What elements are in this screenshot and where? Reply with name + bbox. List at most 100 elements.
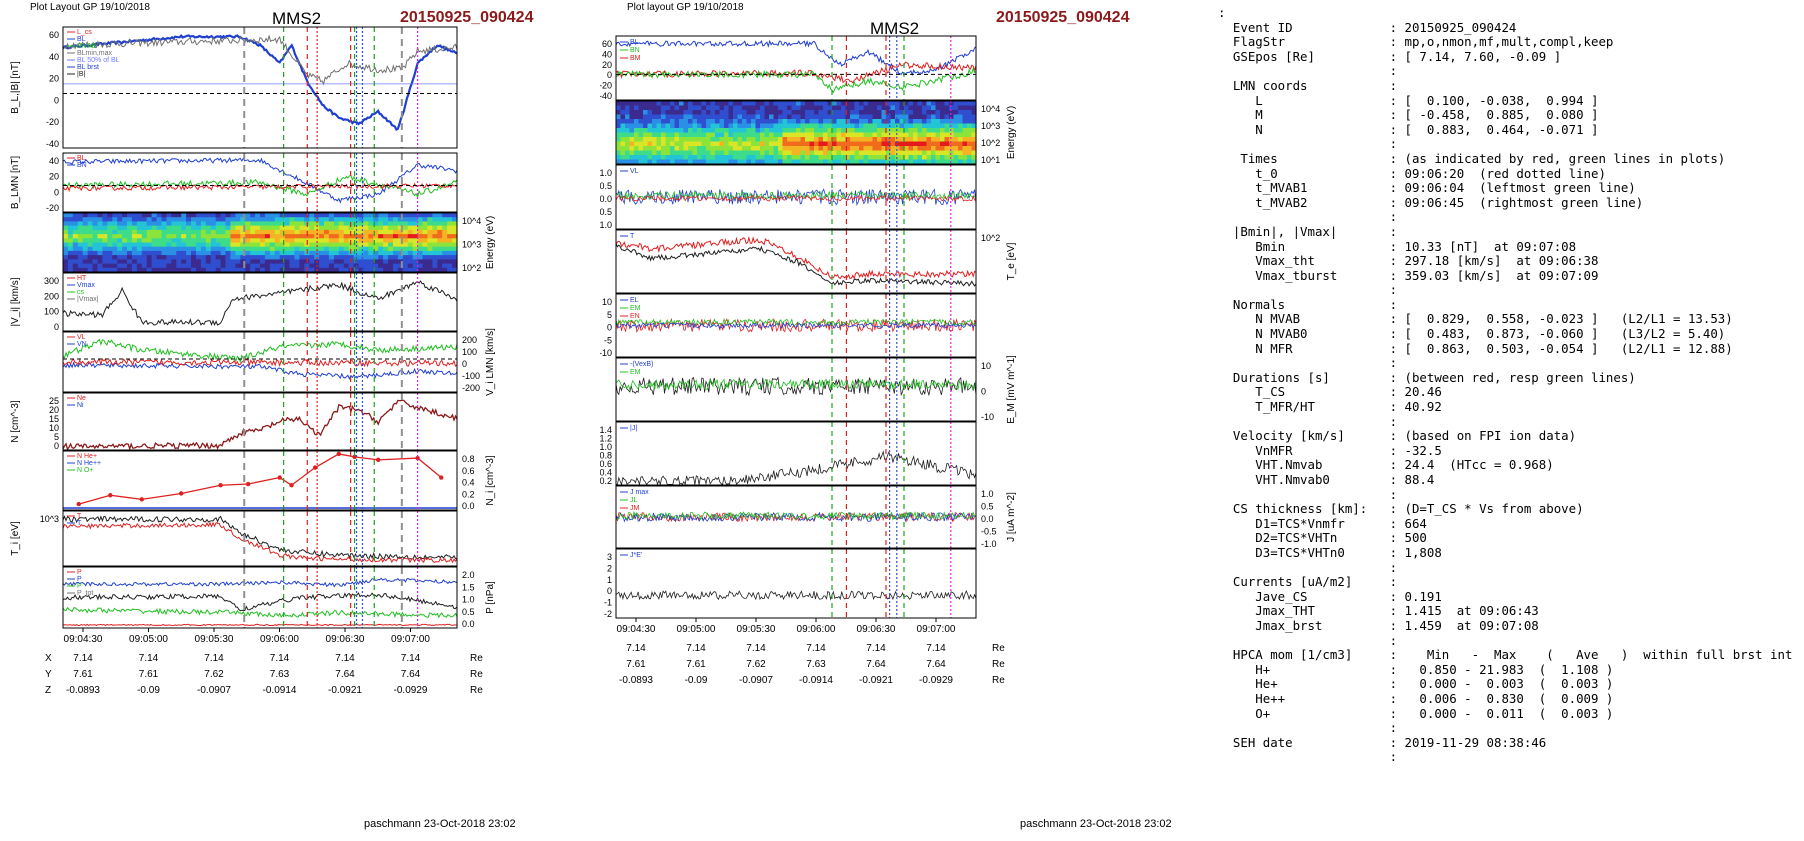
spectrogram-cell [755, 137, 761, 143]
spectrogram-cell [427, 238, 433, 244]
spectrogram-cell [314, 217, 320, 222]
spectrogram-cell [895, 123, 901, 129]
spectrogram-cell [294, 250, 300, 256]
summary-line: Bmin : 10.33 [nT] at 09:07:08 [1218, 238, 1577, 254]
spectrogram-cell [319, 242, 325, 248]
spectrogram-cell [719, 150, 725, 156]
spectrogram-cell [953, 128, 959, 134]
spectrogram-cell [417, 267, 424, 273]
spectrogram-cell [805, 101, 811, 107]
summary-line: Times : (as indicated by red, green line… [1218, 150, 1726, 166]
spectrogram-cell [117, 246, 123, 252]
spectrogram-cell [250, 221, 256, 227]
spectrogram-cell [719, 119, 725, 125]
spectrogram-cell [107, 213, 113, 218]
spectrogram-cell [328, 267, 335, 273]
spectrogram-cell [926, 141, 932, 147]
spectrogram-cell [388, 225, 394, 231]
spectrogram-cell [773, 101, 779, 107]
spectrogram-cell [791, 128, 797, 134]
spectrogram-cell [706, 150, 712, 156]
spectrogram-cell [77, 259, 84, 265]
spectrogram-cell [778, 101, 784, 107]
summary-line: Currents [uA/m2] : [1218, 574, 1398, 590]
spectrogram-cell [314, 242, 320, 248]
spectrogram-cell [112, 217, 118, 222]
spectrogram-cell [863, 101, 869, 107]
spectrogram-cell [397, 246, 404, 252]
spectrogram-cell [107, 234, 113, 239]
spectrogram-cell [112, 229, 118, 235]
spectrogram-cell [225, 229, 231, 235]
spectrogram-cell [625, 128, 631, 134]
legend-entry: T [630, 233, 635, 240]
spectrogram-cell [814, 119, 820, 125]
spectrogram-cell [407, 229, 414, 235]
spectrogram-cell [674, 155, 680, 161]
spectrogram-cell [958, 146, 964, 152]
spectrogram-cell [294, 238, 300, 244]
spectrogram-cell [724, 132, 730, 138]
spectrogram-cell [620, 110, 626, 116]
spectrogram-cell [647, 141, 653, 147]
ti-trace [62, 515, 458, 560]
spectrogram-cell [634, 123, 640, 129]
spectrogram-cell [769, 128, 775, 134]
spectrogram-cell [931, 146, 937, 152]
spectrogram-cell [935, 150, 941, 156]
spectrogram-cell [333, 267, 340, 273]
spectrogram-cell [620, 146, 626, 152]
spectrogram-cell [922, 110, 928, 116]
legend-entry: BL [77, 155, 86, 162]
spectrogram-cell [260, 217, 266, 222]
spectrogram-cell [742, 155, 748, 161]
spectrogram-cell [284, 221, 291, 227]
spectrogram-cell [751, 141, 757, 147]
spectrogram-cell [751, 105, 757, 111]
spectrogram-cell [358, 234, 364, 239]
spectrogram-cell [616, 141, 622, 147]
spectrogram-cell [809, 132, 815, 138]
spectrogram-cell [683, 114, 689, 120]
spectrogram-cell [393, 217, 399, 222]
spectrogram-cell [877, 128, 883, 134]
spectrogram-cell [931, 123, 937, 129]
spectrogram-cell [412, 217, 419, 222]
spectrogram-cell [210, 250, 217, 256]
spectrogram-cell [368, 250, 374, 256]
spectrogram-cell [836, 114, 842, 120]
spectrogram-cell [827, 155, 833, 161]
spectrogram-cell [949, 132, 955, 138]
spectrogram-cell [181, 242, 187, 248]
spectrogram-cell [427, 225, 433, 231]
spectrogram-cell [908, 159, 914, 165]
spectrogram-cell [151, 242, 158, 248]
spectrogram-cell [378, 225, 384, 231]
spectrogram-cell [363, 221, 369, 227]
spectrogram-cell [200, 242, 207, 248]
spectrogram-cell [827, 105, 833, 111]
spectrogram-cell [791, 110, 797, 116]
spectrogram-cell [181, 267, 187, 273]
spectrogram-cell [805, 110, 811, 116]
spectrogram-cell [652, 105, 658, 111]
spectrogram-cell [407, 259, 414, 265]
spectrogram-cell [274, 255, 281, 260]
spectrogram-cell [629, 114, 635, 120]
spectrogram-cell [949, 141, 955, 147]
spectrogram-cell [724, 128, 730, 134]
spectrogram-cell [363, 263, 369, 269]
panel-ylabel: P [nPa] [485, 581, 496, 614]
j-mag-trace [616, 450, 977, 486]
spectrogram-cell [72, 259, 79, 265]
spectrogram-cell [854, 128, 860, 134]
coord-axis-label: X [45, 653, 52, 664]
spectrogram-cell [343, 238, 350, 244]
spectrogram-cell [620, 155, 626, 161]
spectrogram-cell [791, 132, 797, 138]
spectrogram-cell [397, 263, 404, 269]
spectrogram-cell [393, 263, 399, 269]
spectrogram-cell [751, 150, 757, 156]
spectrogram-cell [122, 238, 128, 244]
spectrogram-cell [935, 101, 941, 107]
